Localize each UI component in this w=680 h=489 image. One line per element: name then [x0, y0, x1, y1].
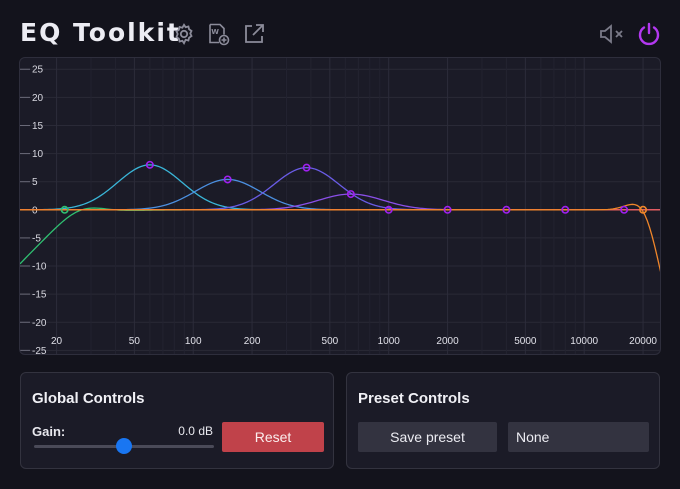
eq-frequency-graph[interactable]: 25 20 15 10 5 0 -5 -10 -15 -20 -25 20 50 100 200 500 10…	[19, 57, 661, 355]
band-handle[interactable]	[561, 205, 570, 214]
external-link-icon[interactable]	[242, 22, 266, 46]
band-handle[interactable]	[502, 205, 511, 214]
x-tick-label: 20	[51, 336, 63, 347]
band-handle[interactable]	[384, 205, 393, 214]
y-tick-label: -15	[32, 290, 47, 301]
band-curves	[20, 164, 660, 273]
app-title: EQ Toolkit	[20, 18, 181, 47]
preset-controls-title: Preset Controls	[358, 390, 470, 407]
x-tick-label: 100	[185, 336, 202, 347]
x-tick-label: 5000	[514, 336, 537, 347]
power-icon[interactable]	[636, 21, 662, 47]
x-tick-label: 1000	[378, 336, 401, 347]
band-handle[interactable]	[60, 205, 69, 214]
save-preset-button[interactable]: Save preset	[358, 422, 497, 452]
gain-label: Gain:	[32, 424, 66, 439]
wav-add-icon[interactable]: W	[206, 22, 230, 46]
band-handle[interactable]	[443, 205, 452, 214]
x-tick-label: 200	[244, 336, 261, 347]
band-handle[interactable]	[302, 163, 311, 172]
gear-icon[interactable]	[172, 22, 196, 46]
y-tick-label: 5	[32, 177, 38, 188]
band-handle[interactable]	[223, 175, 232, 184]
preset-select[interactable]: None	[508, 422, 649, 452]
reset-button[interactable]: Reset	[222, 422, 324, 452]
x-tick-label: 10000	[570, 336, 598, 347]
band-handle[interactable]	[346, 190, 355, 199]
global-controls-panel: Global Controls Gain: 0.0 dB Reset	[20, 372, 334, 469]
mute-icon[interactable]	[598, 22, 626, 46]
global-controls-title: Global Controls	[32, 390, 145, 407]
gain-slider-thumb[interactable]	[116, 438, 132, 454]
y-tick-label: -5	[32, 233, 41, 244]
y-tick-label: 0	[32, 205, 38, 216]
y-tick-label: -25	[32, 346, 47, 355]
y-tick-label: -20	[32, 318, 47, 329]
preset-controls-panel: Preset Controls Save preset None	[346, 372, 660, 469]
x-tick-label: 20000	[629, 336, 657, 347]
y-tick-label: 15	[32, 121, 44, 132]
band-handles[interactable]	[60, 160, 648, 214]
y-tick-label: 25	[32, 65, 44, 76]
y-tick-label: -10	[32, 262, 47, 273]
x-tick-label: 500	[322, 336, 339, 347]
band-handle[interactable]	[639, 205, 648, 214]
x-tick-label: 50	[129, 336, 141, 347]
y-tick-label: 20	[32, 93, 44, 104]
band-handle[interactable]	[145, 160, 154, 169]
y-tick-label: 10	[32, 149, 44, 160]
svg-text:W: W	[211, 28, 219, 36]
app-header: EQ Toolkit W	[0, 0, 680, 56]
y-axis-ticks: 25 20 15 10 5 0 -5 -10 -15 -20 -25	[20, 65, 47, 355]
x-tick-label: 2000	[436, 336, 459, 347]
gain-value: 0.0 dB	[178, 424, 213, 438]
band-curve	[20, 203, 660, 273]
band-handle[interactable]	[620, 205, 629, 214]
x-axis-ticks: 20 50 100 200 500 1000 2000 5000 10000 20000	[51, 336, 657, 347]
